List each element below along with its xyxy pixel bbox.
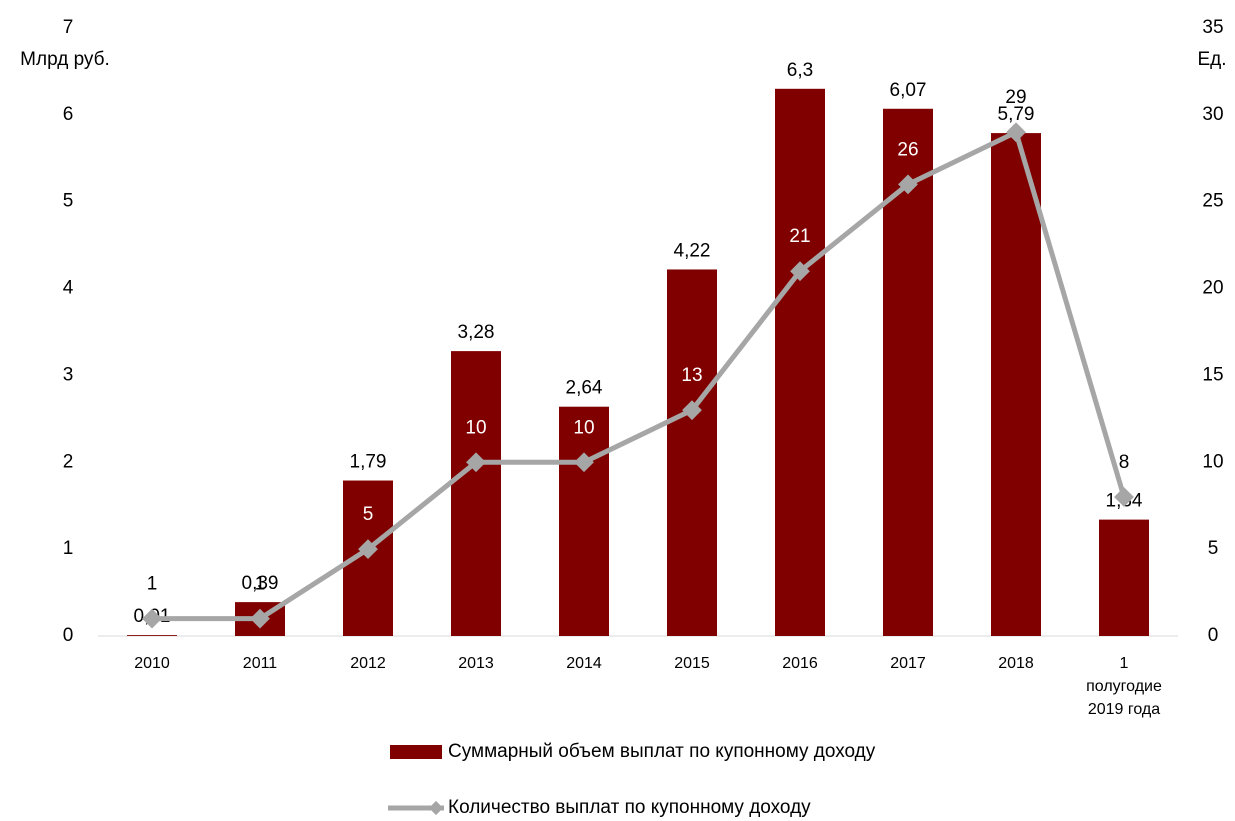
x-tick-label: 2012 <box>350 655 386 672</box>
bar-value-label: 3,28 <box>458 322 495 343</box>
y-tick-label: 5 <box>63 191 74 212</box>
x-tick-label: 2015 <box>674 655 710 672</box>
bar <box>559 406 609 636</box>
y2-tick-label: 5 <box>1208 538 1219 559</box>
y-axis-label: Млрд руб. <box>20 49 110 70</box>
line <box>152 129 1127 622</box>
legend-bar-swatch <box>390 745 442 759</box>
y2-tick-label: 0 <box>1208 625 1219 646</box>
bar-value-label: 5,79 <box>998 104 1035 125</box>
line-value-label: 1 <box>255 574 266 595</box>
line-value-label: 21 <box>789 226 810 247</box>
y-tick-label: 1 <box>63 538 74 559</box>
legend-label: Количество выплат по купонному доходу <box>448 797 811 818</box>
y2-axis-label: Ед. <box>1197 49 1226 70</box>
y-tick-label: 0 <box>63 625 74 646</box>
y-tick-label: 3 <box>63 364 74 385</box>
line-marker <box>682 400 702 421</box>
bar-value-label: 0,39 <box>242 573 279 594</box>
y2-tick-label: 35 <box>1202 17 1223 38</box>
line-value-label: 26 <box>897 139 918 160</box>
y2-tick-label: 20 <box>1202 278 1223 299</box>
bar-value-label: 2,64 <box>566 378 603 399</box>
x-tick-label: 2014 <box>566 655 602 672</box>
legend-line-marker <box>428 800 444 816</box>
line-marker <box>358 539 378 560</box>
y2-tick-label: 10 <box>1202 451 1223 472</box>
bar <box>1099 519 1149 636</box>
bar <box>667 269 717 636</box>
y-tick-label: 6 <box>63 104 74 125</box>
line-value-label: 10 <box>573 417 594 438</box>
line-marker <box>790 261 810 282</box>
bar <box>451 351 501 636</box>
line-value-label: 5 <box>363 504 374 525</box>
y2-tick-label: 15 <box>1202 364 1223 385</box>
line-value-label: 1 <box>147 574 158 595</box>
line-marker <box>466 452 486 473</box>
line-value-label: 8 <box>1119 452 1130 473</box>
bar-value-label: 1,79 <box>350 452 387 473</box>
bar-value-label: 6,07 <box>890 80 927 101</box>
y-tick-label: 7 <box>63 17 74 38</box>
y-tick-label: 4 <box>63 278 74 299</box>
x-tick-label: 2010 <box>134 655 170 672</box>
bar-value-label: 6,3 <box>787 60 813 81</box>
x-tick-label: 1 полугодие 2019 года <box>1086 655 1162 718</box>
line-value-label: 29 <box>1005 87 1026 108</box>
x-tick-label: 2011 <box>243 655 278 672</box>
line-value-label: 10 <box>465 417 486 438</box>
x-tick-label: 2016 <box>782 655 818 672</box>
legend-label: Суммарный объем выплат по купонному дохо… <box>448 741 876 762</box>
line-value-label: 13 <box>681 365 702 386</box>
line-marker <box>574 452 594 473</box>
line-marker <box>1114 487 1134 507</box>
bar <box>991 133 1041 636</box>
y-tick-label: 2 <box>63 451 74 472</box>
x-tick-label: 2013 <box>458 655 494 672</box>
bar <box>775 88 825 637</box>
x-tick-label: 2018 <box>998 655 1034 672</box>
x-tick-label: 2017 <box>890 655 926 672</box>
bar <box>127 635 177 636</box>
y2-tick-label: 25 <box>1202 191 1223 212</box>
y2-tick-label: 30 <box>1202 104 1223 125</box>
bar-value-label: 4,22 <box>674 240 711 261</box>
